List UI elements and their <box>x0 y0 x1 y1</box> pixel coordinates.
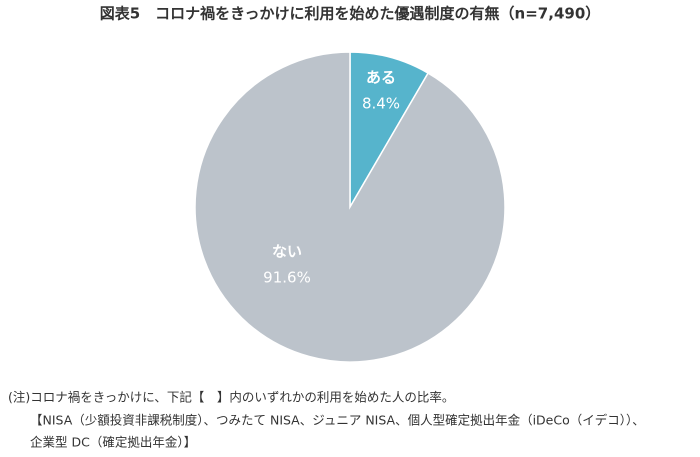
slice-category: ある <box>366 69 396 87</box>
slice-value-label: 8.4% <box>362 95 400 113</box>
pie-slice <box>194 51 506 363</box>
slice-value-label: 91.6% <box>263 269 311 287</box>
chart-title: 図表5 コロナ禍をきっかけに利用を始めた優遇制度の有無（n=7,490） <box>100 5 601 23</box>
footnote: (注)コロナ禍をきっかけに、下記【 】内のいずれかの利用を始めた人の比率。 <box>8 390 454 405</box>
footnote: 【NISA（少額投資非課税制度）、つみたて NISA、ジュニア NISA、個人型… <box>30 413 645 428</box>
footnote: 企業型 DC（確定拠出年金）】 <box>30 435 196 450</box>
slice-category: ない <box>272 243 302 261</box>
